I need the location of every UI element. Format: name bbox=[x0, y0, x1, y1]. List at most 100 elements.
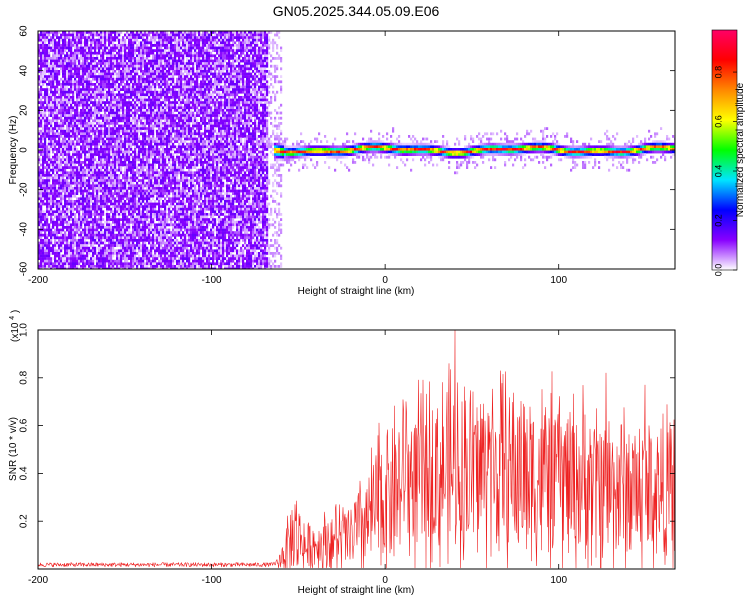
heatmap-cell bbox=[150, 236, 153, 240]
heatmap-cell bbox=[100, 116, 103, 120]
heatmap-cell bbox=[134, 236, 137, 240]
heatmap-cell bbox=[90, 166, 93, 169]
heatmap-cell bbox=[94, 31, 97, 34]
heatmap-cell bbox=[140, 85, 143, 89]
heatmap-cell bbox=[126, 223, 129, 227]
heatmap-cell bbox=[118, 77, 121, 81]
heatmap-cell bbox=[154, 41, 157, 45]
heatmap-cell bbox=[56, 72, 59, 76]
heatmap-cell bbox=[82, 213, 85, 216]
heatmap-cell bbox=[134, 174, 137, 177]
heatmap-cell bbox=[132, 174, 135, 177]
heatmap-cell bbox=[50, 70, 53, 73]
heatmap-cell bbox=[82, 57, 85, 60]
heatmap-cell bbox=[146, 158, 149, 162]
heatmap-cell bbox=[112, 77, 115, 81]
heatmap-cell bbox=[56, 249, 59, 253]
heatmap-cell bbox=[114, 210, 117, 214]
heatmap-cell bbox=[114, 116, 117, 120]
heatmap-cell bbox=[122, 132, 125, 136]
heatmap-cell bbox=[50, 233, 53, 237]
heatmap-cell bbox=[64, 57, 67, 60]
heatmap-cell bbox=[88, 226, 91, 229]
heatmap-cell bbox=[88, 155, 91, 159]
heatmap-cell bbox=[42, 257, 45, 260]
heatmap-cell bbox=[78, 59, 81, 63]
heatmap-cell bbox=[76, 111, 79, 115]
heatmap-cell bbox=[96, 85, 99, 89]
heatmap-cell bbox=[60, 200, 63, 203]
heatmap-cell bbox=[140, 96, 143, 99]
heatmap-cell bbox=[60, 233, 63, 237]
heatmap-cell bbox=[98, 244, 101, 247]
heatmap-cell bbox=[104, 119, 107, 123]
heatmap-cell bbox=[144, 127, 147, 130]
heatmap-cell bbox=[50, 210, 53, 214]
heatmap-cell bbox=[116, 54, 119, 58]
heatmap-cell bbox=[78, 132, 81, 136]
heatmap-cell bbox=[68, 122, 71, 125]
heatmap-cell bbox=[154, 72, 157, 76]
heatmap-cell bbox=[94, 184, 97, 188]
heatmap-cell bbox=[134, 184, 137, 188]
heatmap-cell bbox=[94, 148, 97, 151]
heatmap-cell bbox=[106, 67, 109, 71]
heatmap-cell bbox=[66, 223, 69, 227]
heatmap-cell bbox=[62, 189, 65, 193]
heatmap-cell bbox=[90, 85, 93, 89]
heatmap-cell bbox=[102, 75, 105, 78]
heatmap-cell bbox=[84, 150, 87, 154]
heatmap-cell bbox=[70, 207, 73, 211]
heatmap-cell bbox=[94, 228, 97, 232]
heatmap-cell bbox=[86, 267, 89, 269]
heatmap-cell bbox=[68, 155, 71, 159]
heatmap-cell bbox=[56, 218, 59, 221]
heatmap-cell bbox=[76, 200, 79, 203]
heatmap-cell bbox=[58, 244, 61, 247]
heatmap-cell bbox=[102, 218, 105, 221]
heatmap-cell bbox=[98, 38, 101, 42]
heatmap-cell bbox=[68, 33, 71, 37]
heatmap-cell bbox=[134, 62, 137, 65]
heatmap-cell bbox=[72, 207, 75, 211]
heatmap-cell bbox=[74, 218, 77, 221]
heatmap-cell bbox=[80, 200, 83, 203]
heatmap-cell bbox=[54, 228, 57, 232]
heatmap-cell bbox=[52, 161, 55, 164]
heatmap-cell bbox=[66, 114, 69, 117]
heatmap-cell bbox=[130, 38, 133, 42]
heatmap-cell bbox=[56, 179, 59, 182]
heatmap-cell bbox=[154, 62, 157, 65]
heatmap-cell bbox=[150, 153, 153, 156]
heatmap-cell bbox=[40, 207, 43, 211]
heatmap-cell bbox=[54, 189, 57, 193]
heatmap-cell bbox=[116, 228, 119, 232]
heatmap-cell bbox=[140, 116, 143, 120]
heatmap-cell bbox=[110, 140, 113, 143]
heatmap-cell bbox=[148, 119, 151, 123]
heatmap-cell bbox=[86, 31, 89, 34]
heatmap-cell bbox=[90, 98, 93, 102]
heatmap-cell bbox=[68, 171, 71, 175]
heatmap-cell bbox=[60, 109, 63, 112]
heatmap-cell bbox=[70, 249, 73, 253]
heatmap-cell bbox=[152, 267, 155, 269]
heatmap-cell bbox=[100, 36, 103, 39]
heatmap-cell bbox=[78, 77, 81, 81]
heatmap-cell bbox=[76, 187, 79, 190]
heatmap-cell bbox=[146, 207, 149, 211]
heatmap-cell bbox=[132, 179, 135, 182]
heatmap-cell bbox=[46, 176, 49, 180]
heatmap-cell bbox=[150, 174, 153, 177]
heatmap-cell bbox=[90, 161, 93, 164]
heatmap-cell bbox=[136, 252, 139, 255]
heatmap-cell bbox=[116, 72, 119, 76]
heatmap-cell bbox=[128, 124, 131, 128]
heatmap-cell bbox=[62, 197, 65, 201]
heatmap-cell bbox=[52, 64, 55, 68]
heatmap-cell bbox=[78, 33, 81, 37]
heatmap-cell bbox=[60, 70, 63, 73]
heatmap-cell bbox=[114, 44, 117, 47]
heatmap-cell bbox=[154, 98, 157, 102]
heatmap-cell bbox=[88, 205, 91, 208]
